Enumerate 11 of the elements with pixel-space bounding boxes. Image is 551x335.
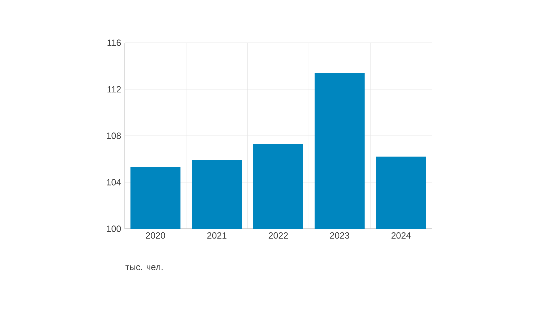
x-tick-label: 2023 (330, 232, 350, 239)
x-tick-label: 2022 (268, 232, 288, 239)
y-tick-label: 100 (107, 226, 122, 232)
x-tick-label: 2024 (392, 232, 412, 239)
text: тыс. чел. (126, 266, 163, 270)
y-tick-label: 112 (108, 86, 122, 93)
x-tick-label: 2020 (146, 232, 166, 239)
y-tick-label: 116 (108, 40, 122, 46)
x-tick-label: 2021 (208, 232, 227, 239)
y-tick-label: 104 (107, 179, 122, 186)
y-tick-label: 108 (107, 132, 122, 140)
